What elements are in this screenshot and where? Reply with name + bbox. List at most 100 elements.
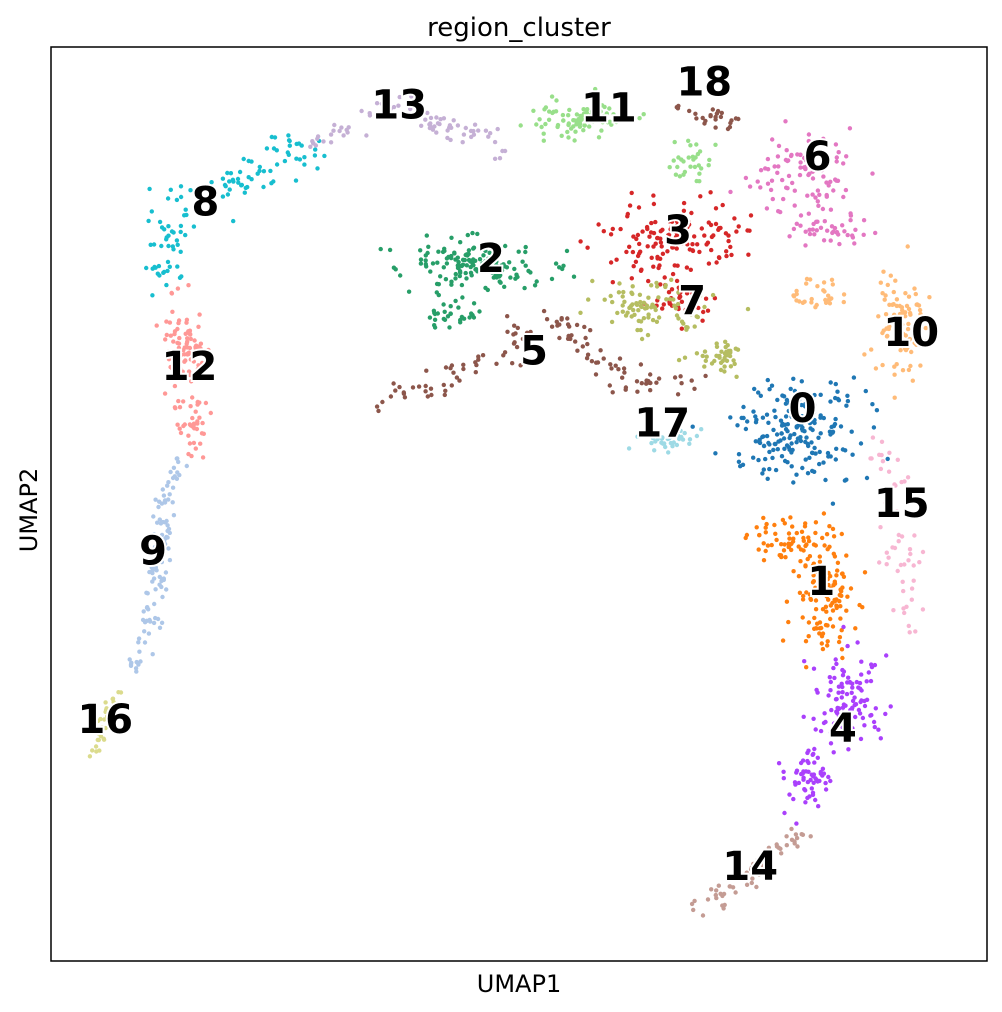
data-point xyxy=(620,375,625,380)
cluster-label-5: 5 xyxy=(520,328,548,374)
data-point xyxy=(577,124,583,129)
data-point xyxy=(387,247,393,253)
data-point xyxy=(625,310,630,315)
data-point xyxy=(811,163,817,168)
data-point xyxy=(582,123,587,128)
data-point xyxy=(182,359,187,364)
data-point xyxy=(765,476,770,481)
data-point xyxy=(813,598,819,603)
data-point xyxy=(720,202,725,208)
data-point xyxy=(817,620,823,625)
data-point xyxy=(533,337,538,342)
data-point xyxy=(582,324,587,330)
data-point xyxy=(841,624,846,630)
data-point xyxy=(464,276,469,281)
data-point xyxy=(791,226,797,232)
data-point xyxy=(431,308,437,313)
data-point xyxy=(692,386,697,391)
data-point xyxy=(378,246,383,252)
data-point xyxy=(681,229,687,234)
data-point xyxy=(133,666,139,671)
data-point xyxy=(794,291,799,297)
data-point xyxy=(495,126,500,132)
data-point xyxy=(886,510,891,516)
data-point xyxy=(337,128,342,134)
data-point xyxy=(96,737,102,743)
data-point xyxy=(892,372,897,377)
data-point xyxy=(345,130,350,135)
data-point xyxy=(578,239,583,244)
data-point xyxy=(820,766,826,771)
data-point xyxy=(510,361,515,366)
data-point xyxy=(630,249,636,255)
data-point xyxy=(482,266,488,271)
data-point xyxy=(810,580,816,585)
data-point xyxy=(376,408,381,414)
data-point xyxy=(187,441,193,446)
data-point xyxy=(846,675,851,680)
cluster-label-1: 1 xyxy=(807,559,835,605)
data-point xyxy=(811,573,816,578)
data-point xyxy=(778,418,784,423)
data-point xyxy=(756,863,761,868)
data-point xyxy=(906,558,911,563)
data-point xyxy=(827,675,832,680)
data-point xyxy=(170,485,176,490)
data-point xyxy=(441,116,447,121)
data-point xyxy=(833,697,839,702)
data-point xyxy=(90,748,95,753)
data-point xyxy=(805,471,811,476)
data-point xyxy=(581,107,586,112)
data-point xyxy=(689,901,695,907)
data-point xyxy=(601,114,606,119)
data-point xyxy=(781,548,787,553)
data-point xyxy=(660,306,665,311)
data-point xyxy=(806,634,811,639)
data-point xyxy=(831,665,836,671)
data-point xyxy=(227,187,232,192)
data-point xyxy=(794,835,800,841)
data-point xyxy=(778,438,783,443)
data-point xyxy=(726,238,731,244)
data-point xyxy=(821,280,827,285)
data-point xyxy=(773,414,778,420)
data-point xyxy=(159,620,165,625)
data-point xyxy=(850,728,855,733)
data-point xyxy=(245,184,250,190)
data-point xyxy=(191,359,196,364)
cluster-label-18: 18 xyxy=(676,60,732,106)
data-point xyxy=(840,725,845,730)
data-point xyxy=(549,324,555,329)
data-point xyxy=(729,252,734,258)
data-point xyxy=(817,585,822,590)
data-point xyxy=(878,525,883,530)
data-point xyxy=(532,283,538,288)
data-point xyxy=(839,593,844,598)
data-point xyxy=(850,685,855,690)
cluster-label-0: 0 xyxy=(789,386,817,432)
data-point xyxy=(902,562,907,567)
data-point xyxy=(393,267,398,272)
data-point xyxy=(766,845,772,850)
data-point xyxy=(779,454,785,459)
data-point xyxy=(834,573,839,578)
data-point xyxy=(908,363,913,369)
data-point xyxy=(749,865,754,870)
data-point xyxy=(549,276,555,282)
data-point xyxy=(429,392,434,398)
data-point xyxy=(418,257,424,262)
data-point xyxy=(868,678,874,684)
data-point xyxy=(174,238,180,243)
data-point xyxy=(905,244,910,249)
data-point xyxy=(803,788,808,793)
data-point xyxy=(880,362,885,368)
data-point xyxy=(172,331,177,337)
data-point xyxy=(859,659,864,664)
data-point xyxy=(797,590,803,595)
data-point xyxy=(634,379,640,384)
data-point xyxy=(772,164,777,169)
data-point xyxy=(331,128,336,133)
data-point xyxy=(110,696,116,701)
data-point xyxy=(694,142,699,147)
data-point xyxy=(862,703,868,709)
